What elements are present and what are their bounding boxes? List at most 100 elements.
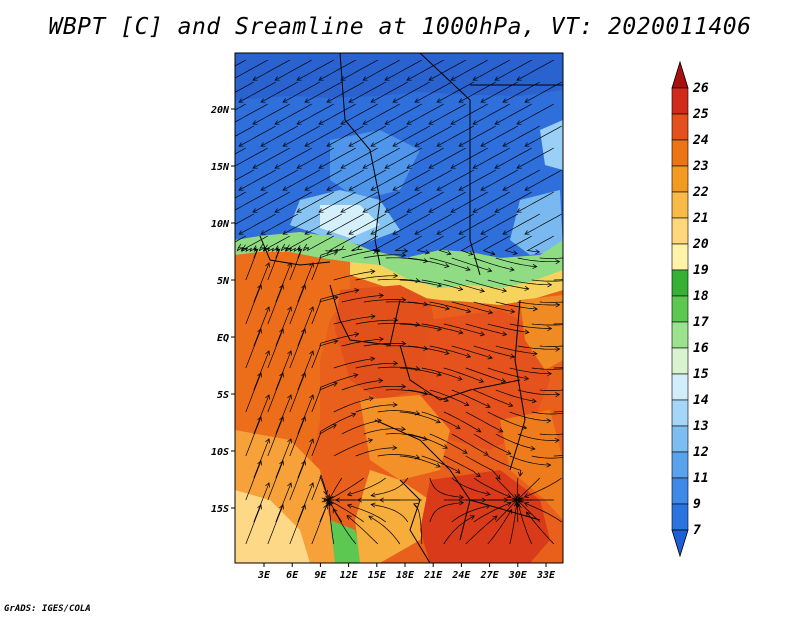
streamline-arrow xyxy=(577,429,582,433)
streamline xyxy=(347,477,387,496)
streamline xyxy=(487,509,512,545)
streamline-arrow xyxy=(367,438,374,444)
streamline-arrow xyxy=(326,142,332,147)
streamline-arrow xyxy=(392,186,398,191)
streamline xyxy=(429,257,471,271)
streamline xyxy=(245,416,262,457)
streamline-arrow xyxy=(332,381,338,387)
streamline xyxy=(473,477,512,498)
streamline-arrow xyxy=(274,120,280,125)
streamline-arrow xyxy=(502,98,508,103)
streamline xyxy=(473,301,515,313)
streamline-arrow xyxy=(591,318,595,322)
streamline xyxy=(515,477,541,502)
streamline-arrow xyxy=(435,418,441,424)
streamline-arrow xyxy=(348,230,354,235)
streamline xyxy=(553,323,563,325)
colorbar-swatch xyxy=(671,191,689,219)
streamline xyxy=(458,125,496,147)
streamline-arrow xyxy=(257,284,262,290)
streamline xyxy=(465,515,498,545)
streamline-arrow xyxy=(282,230,288,235)
streamline xyxy=(289,284,306,325)
streamline xyxy=(480,125,518,147)
streamline xyxy=(238,169,276,191)
streamline xyxy=(296,191,334,213)
streamline xyxy=(436,125,474,147)
lon-tick-label: 24E xyxy=(451,570,471,581)
streamline-arrow xyxy=(282,98,288,103)
streamline xyxy=(495,389,537,402)
streamline xyxy=(260,169,298,191)
streamline xyxy=(332,508,357,545)
streamline xyxy=(473,389,513,407)
colorbar-label: 16 xyxy=(693,341,709,356)
streamline-arrow xyxy=(401,340,407,346)
streamline xyxy=(297,350,314,391)
streamline xyxy=(472,147,510,169)
streamline-arrow xyxy=(309,306,314,312)
streamline xyxy=(472,59,510,81)
streamline-arrow xyxy=(555,392,561,398)
streamline-arrow xyxy=(296,164,302,169)
streamline-arrow xyxy=(326,501,332,507)
streamline-arrow xyxy=(296,76,302,81)
streamline-arrow xyxy=(401,383,407,389)
streamline xyxy=(235,103,246,111)
streamline xyxy=(326,169,364,191)
colorbar-swatch xyxy=(671,165,689,193)
streamline xyxy=(384,191,422,213)
streamline xyxy=(517,389,560,396)
streamline xyxy=(517,257,560,263)
streamline-arrow xyxy=(428,164,434,169)
streamline-arrow xyxy=(368,515,374,521)
colorbar-label: 13 xyxy=(693,419,709,434)
lon-tick-label: 15E xyxy=(368,570,387,581)
streamline xyxy=(263,247,280,259)
streamline-arrow xyxy=(509,266,515,272)
streamline xyxy=(274,191,312,213)
streamline-arrow xyxy=(547,371,553,377)
streamline-arrow xyxy=(370,492,376,498)
streamline xyxy=(282,125,320,147)
streamline xyxy=(531,455,563,459)
streamline xyxy=(260,81,298,103)
streamline xyxy=(451,345,493,359)
streamline xyxy=(539,345,563,347)
streamline-arrow xyxy=(353,373,359,378)
streamline xyxy=(392,169,430,191)
streamline xyxy=(304,125,342,147)
streamline-arrow xyxy=(354,331,360,337)
streamline xyxy=(516,497,519,523)
streamline xyxy=(311,296,338,325)
colorbar-swatch xyxy=(671,295,689,323)
streamline-arrow xyxy=(446,250,452,256)
streamline-arrow xyxy=(356,245,363,250)
streamline xyxy=(509,279,552,286)
streamline-arrow xyxy=(555,346,561,352)
streamline xyxy=(368,515,401,545)
lon-tick-label: 33E xyxy=(536,570,556,581)
streamline xyxy=(245,460,262,501)
streamline-arrow xyxy=(464,401,470,407)
streamline-arrow xyxy=(309,350,314,356)
colorbar-swatch xyxy=(671,399,689,427)
colorbar-label: 25 xyxy=(692,107,709,122)
streamline xyxy=(443,279,485,292)
streamline-arrow xyxy=(257,460,262,466)
streamline-arrow xyxy=(378,336,384,342)
streamline xyxy=(428,147,466,169)
colorbar-swatch xyxy=(671,503,689,531)
streamline xyxy=(253,262,270,303)
streamline xyxy=(406,147,444,169)
streamline xyxy=(245,504,262,545)
streamline xyxy=(285,247,302,259)
streamline xyxy=(450,191,488,213)
streamline xyxy=(348,125,386,147)
streamline-arrow xyxy=(301,372,306,378)
streamline-arrow xyxy=(259,243,265,249)
lat-tick-label: 5S xyxy=(217,390,229,401)
streamline-arrow xyxy=(524,186,530,191)
streamline xyxy=(370,213,408,235)
streamline-arrow xyxy=(494,120,500,125)
